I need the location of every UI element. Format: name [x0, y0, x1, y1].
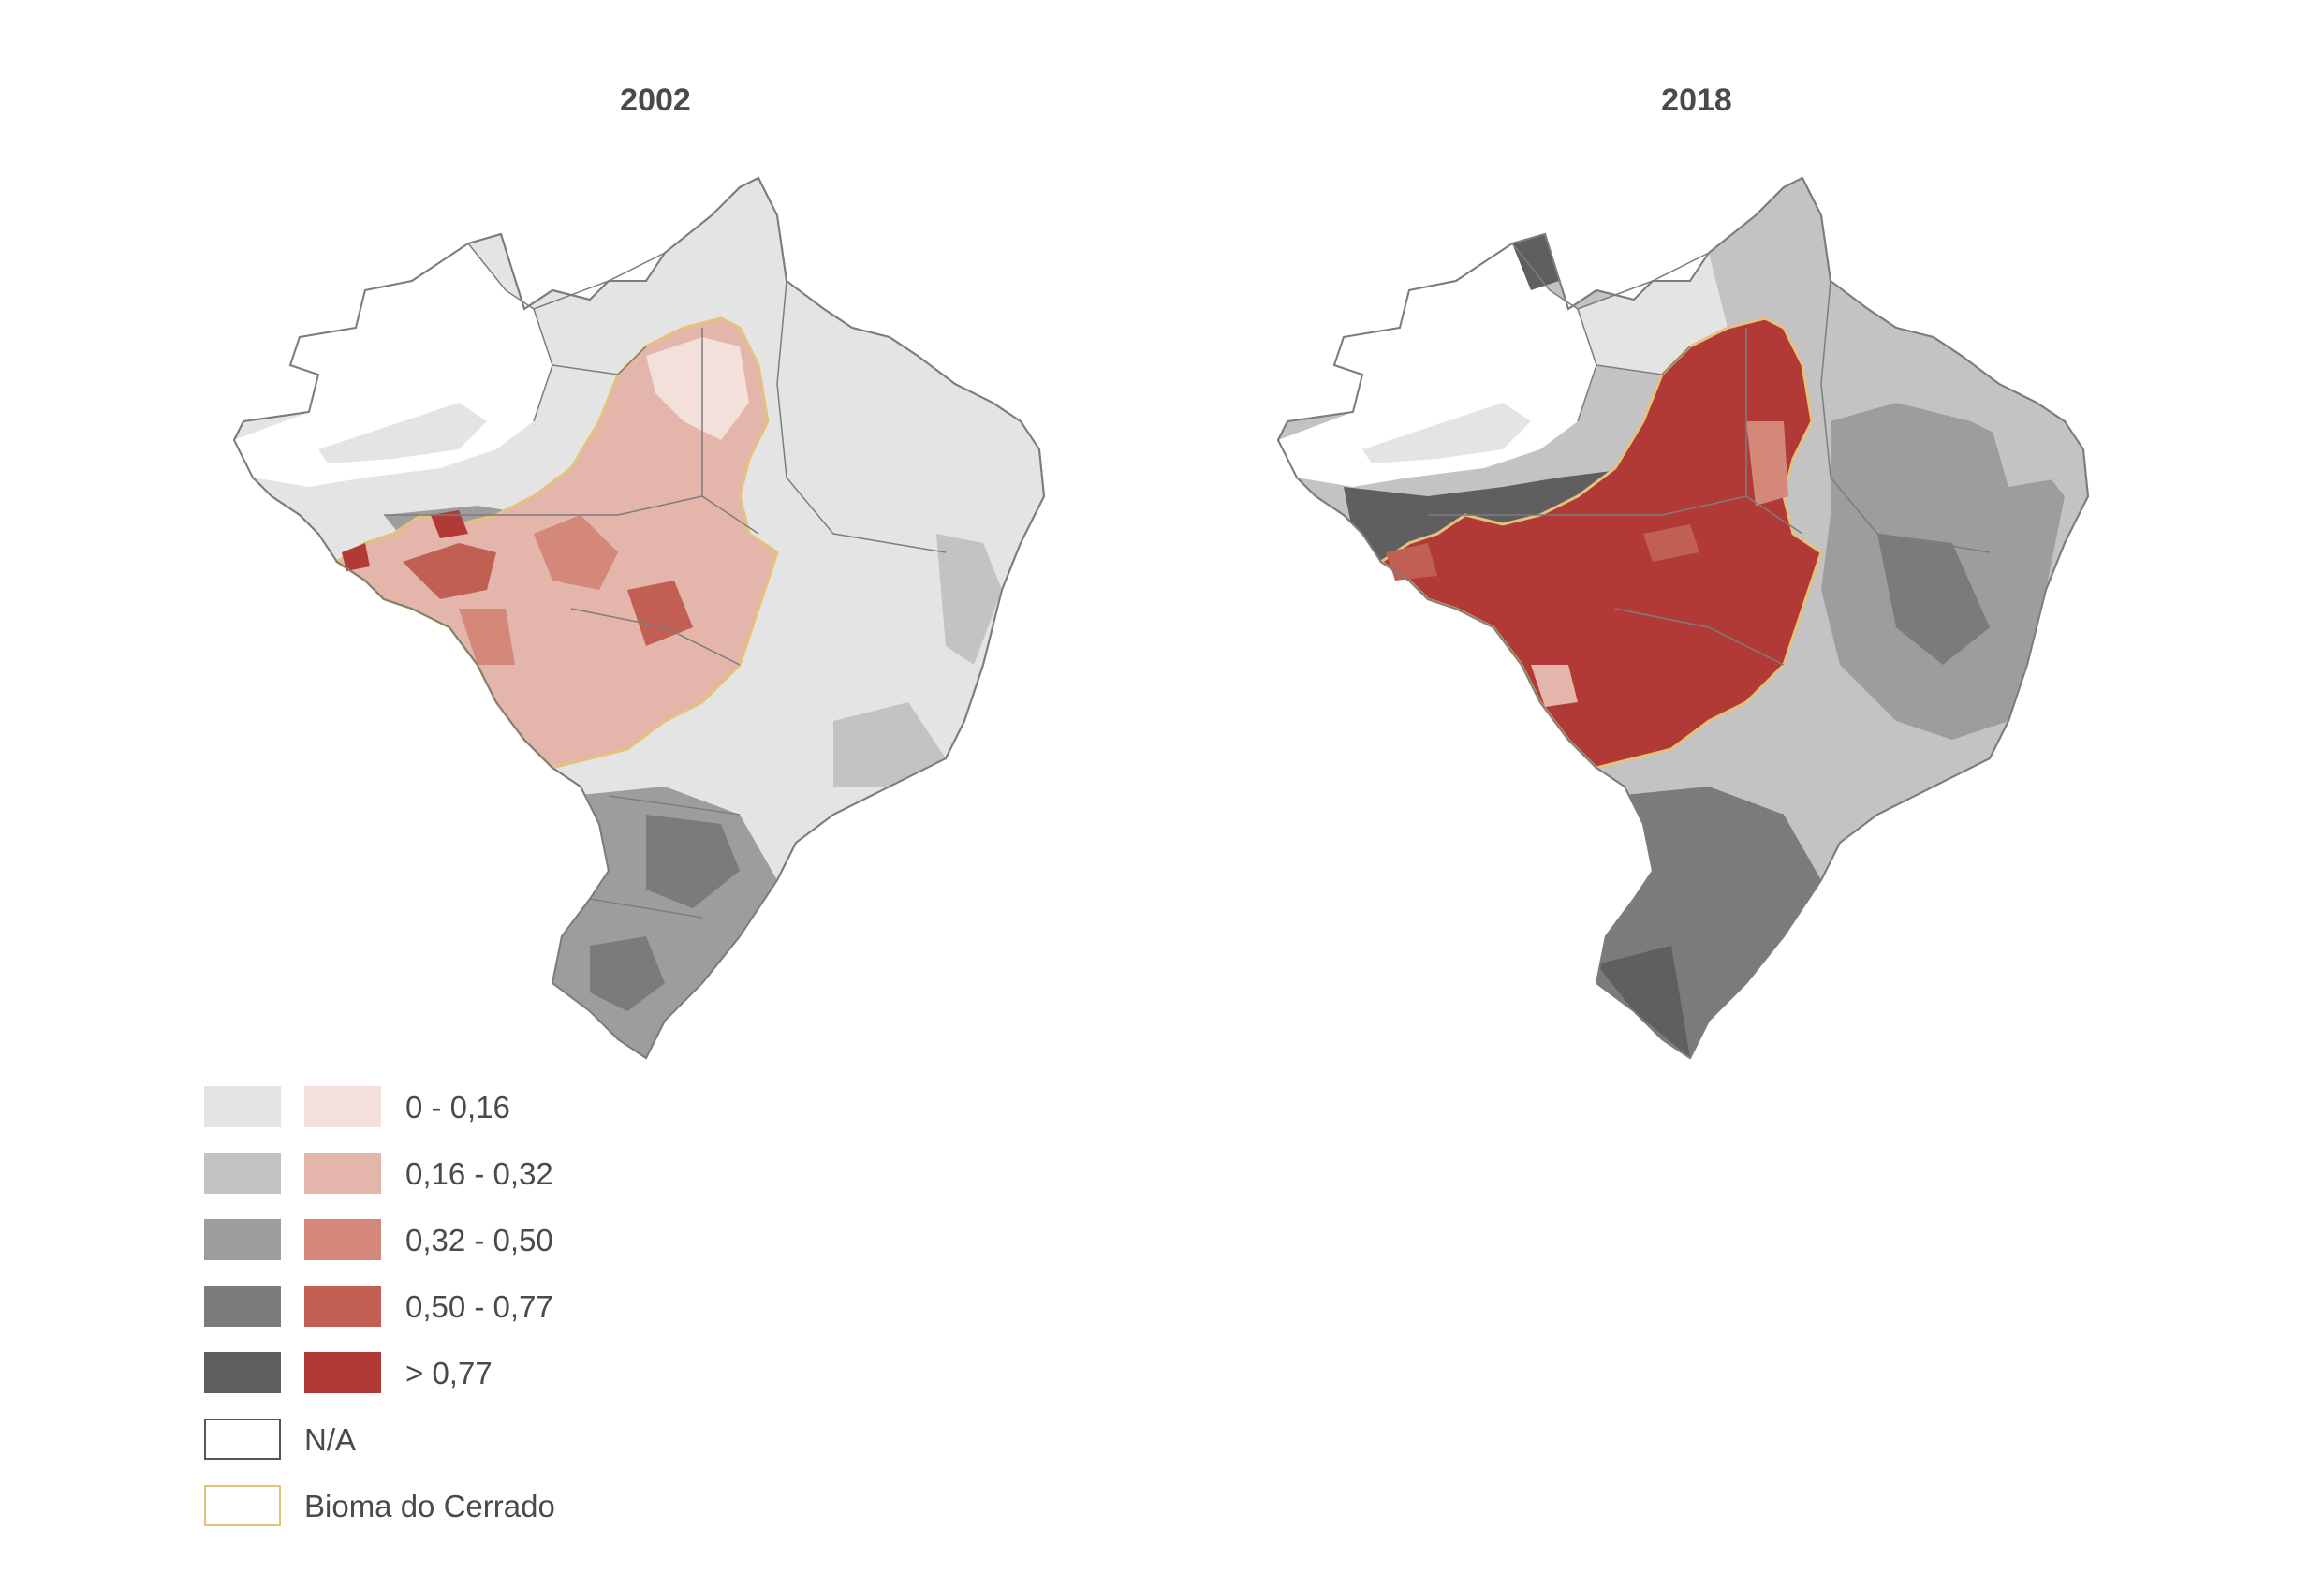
- region-roraima-dark: [1512, 234, 1559, 290]
- cerrado-warm-1: [534, 515, 618, 590]
- legend-biome-label: Bioma do Cerrado: [304, 1489, 555, 1523]
- cerrado-hot-4: [431, 510, 468, 538]
- legend-swatch-grey: [204, 1153, 281, 1194]
- legend-class-row: > 0,77: [204, 1352, 672, 1395]
- legend-swatch-biome: [204, 1485, 281, 1526]
- legend-class-row: 0,50 - 0,77: [204, 1286, 672, 1329]
- region-east-grey: [936, 534, 1002, 665]
- legend-class-row: 0 - 0,16: [204, 1086, 672, 1129]
- region-light-para: [1578, 253, 1728, 375]
- region-northeast-light: [1990, 421, 2065, 487]
- legend-biome-row: Bioma do Cerrado: [204, 1485, 672, 1528]
- region-southeast-grey: [833, 702, 946, 787]
- legend-na-label: N/A: [304, 1422, 357, 1457]
- region-south-darkest: [1596, 946, 1690, 1058]
- legend-class-label: > 0,77: [405, 1356, 493, 1390]
- region-east-dark: [1877, 534, 1990, 665]
- cerrado-hot-2: [1643, 524, 1699, 562]
- legend-swatch-red: [304, 1086, 381, 1127]
- cerrado-light-1: [1531, 665, 1578, 707]
- region-south-dark: [1596, 787, 1821, 1058]
- cerrado-warm-2: [459, 609, 515, 665]
- map-2002: [233, 177, 1045, 1059]
- legend-swatch-na: [204, 1419, 281, 1460]
- legend-swatch-grey: [204, 1086, 281, 1127]
- legend-class-row: 0,32 - 0,50: [204, 1219, 672, 1262]
- cerrado-hot-2: [627, 581, 693, 646]
- legend-class-label: 0,16 - 0,32: [405, 1156, 553, 1191]
- cerrado-hot-1: [1386, 543, 1437, 581]
- cerrado-light-north: [646, 337, 749, 440]
- legend-na-row: N/A: [204, 1419, 672, 1462]
- cerrado-hot-3: [342, 543, 370, 571]
- legend-swatch-red: [304, 1219, 381, 1260]
- region-south-dark: [646, 815, 740, 908]
- cerrado-hot-1: [403, 543, 496, 599]
- legend-class-row: 0,16 - 0,32: [204, 1153, 672, 1196]
- legend-swatch-grey: [204, 1352, 281, 1393]
- legend-swatch-grey: [204, 1219, 281, 1260]
- legend-swatch-red: [304, 1153, 381, 1194]
- region-light-north: [1362, 403, 1531, 463]
- legend-class-label: 0,32 - 0,50: [405, 1223, 553, 1257]
- map-title-2002: 2002: [620, 82, 691, 118]
- cerrado-warm-1: [1746, 421, 1788, 506]
- state-borders-2018: [1428, 243, 1991, 919]
- region-light-north: [318, 403, 487, 463]
- map-2018: [1277, 177, 2089, 1059]
- map-title-2018: 2018: [1661, 82, 1732, 118]
- state-borders-2002: [384, 243, 947, 919]
- legend-swatch-grey: [204, 1286, 281, 1327]
- legend-class-label: 0,50 - 0,77: [405, 1289, 553, 1324]
- legend-swatch-red: [304, 1286, 381, 1327]
- region-south-dark-2: [590, 936, 665, 1011]
- legend-class-label: 0 - 0,16: [405, 1090, 510, 1125]
- legend-swatch-red: [304, 1352, 381, 1393]
